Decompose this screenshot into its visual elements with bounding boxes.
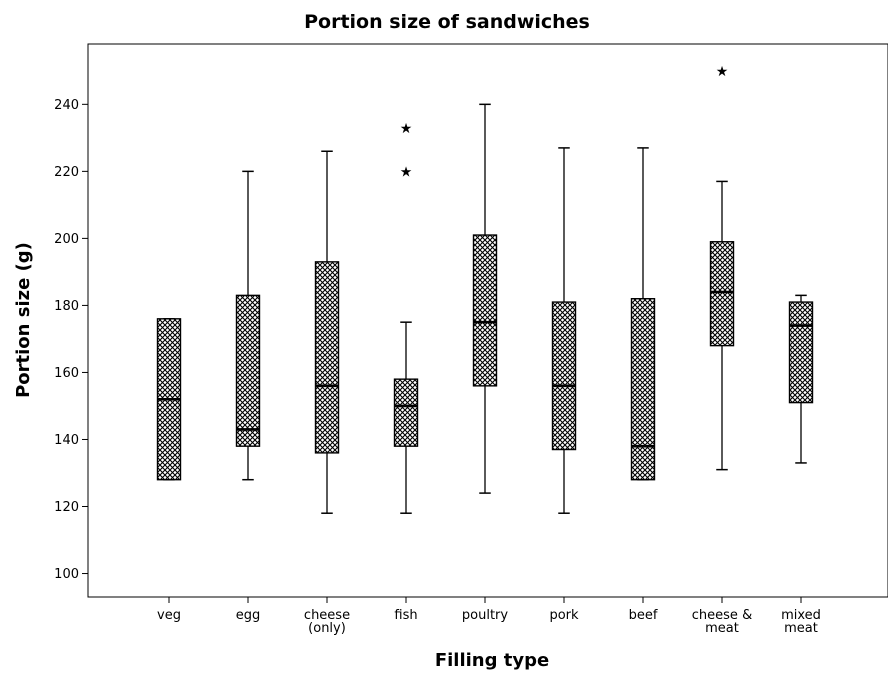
box: [472, 234, 498, 387]
y-axis: 100 120 140 160 180 200 220 240: [54, 98, 88, 582]
chart-title: Portion size of sandwiches: [304, 11, 590, 33]
box: [788, 301, 814, 404]
outlier-marker: ★: [400, 164, 413, 180]
box: [551, 301, 577, 451]
box-group: [551, 147, 577, 514]
box: [630, 298, 656, 481]
y-tick-label: 160: [54, 366, 79, 381]
x-tick-label: beef: [629, 608, 658, 623]
y-tick-label: 140: [54, 433, 79, 448]
y-tick-label: 240: [54, 98, 79, 113]
x-axis: veg egg cheese (only) fish poultry pork beef che…: [157, 597, 821, 636]
box: [393, 378, 419, 447]
box: [235, 294, 261, 447]
box-group: [788, 294, 814, 464]
y-tick-label: 200: [54, 232, 79, 247]
box-group: [472, 103, 498, 494]
x-axis-label: Filling type: [435, 650, 549, 671]
y-tick-label: 180: [54, 299, 79, 314]
plot-frame: [87, 43, 888, 598]
box: [314, 261, 340, 454]
y-tick-label: 100: [54, 567, 79, 582]
box-group: [156, 318, 182, 481]
x-tick-label: mixed meat: [781, 608, 821, 636]
y-axis-label: Portion size (g): [13, 242, 34, 398]
boxes: ★★★: [156, 64, 814, 514]
box: [709, 241, 735, 347]
x-tick-label: cheese & meat: [692, 608, 752, 636]
x-tick-label: pork: [549, 608, 579, 623]
outlier-marker: ★: [716, 64, 729, 80]
outlier-marker: ★: [400, 121, 413, 137]
x-tick-label: cheese (only): [304, 608, 350, 636]
x-tick-label: egg: [236, 608, 261, 623]
x-tick-label: veg: [157, 608, 181, 623]
x-tick-label: poultry: [462, 608, 508, 623]
box-group: ★: [709, 64, 735, 471]
box-group: [630, 147, 656, 481]
box-group: [235, 170, 261, 481]
box-group: ★★: [393, 121, 419, 514]
x-tick-label: fish: [394, 608, 417, 623]
box-group: [314, 150, 340, 514]
y-tick-label: 120: [54, 500, 79, 515]
y-tick-label: 220: [54, 165, 79, 180]
